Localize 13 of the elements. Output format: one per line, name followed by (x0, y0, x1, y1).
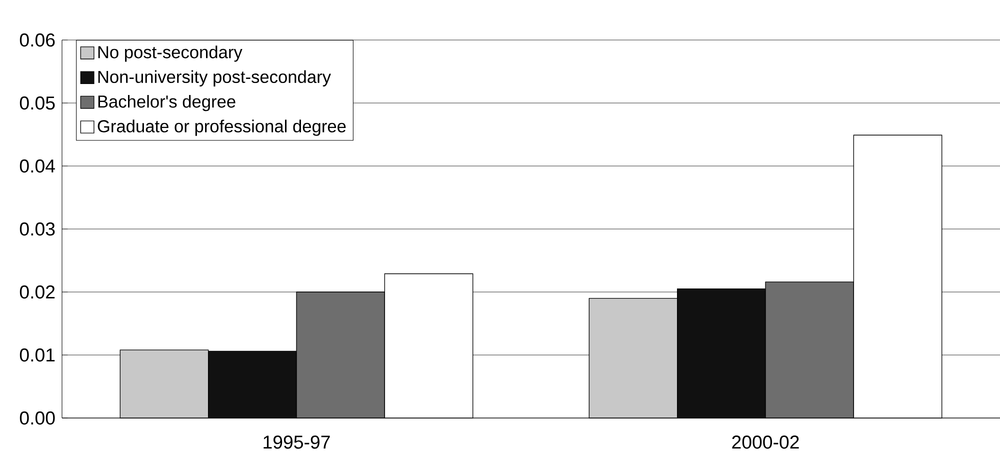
legend-label: No post-secondary (98, 46, 242, 62)
y-tick-label: 0.01 (20, 348, 55, 362)
x-tick-label: 1995-97 (264, 435, 330, 449)
legend-label: Bachelor's degree (98, 94, 236, 112)
y-tick-label: 0.04 (20, 159, 55, 173)
y-tick-label: 0.02 (20, 285, 55, 299)
y-tick-label: 0.05 (20, 96, 55, 110)
x-tick-label: 2000-02 (732, 435, 799, 449)
y-tick-label: 0.06 (20, 33, 55, 47)
y-tick-label: 0.00 (20, 411, 55, 425)
legend-label: Graduate or professional degree (98, 120, 346, 136)
legend-label: Non-university post-secondary (98, 70, 331, 86)
y-tick-label: 0.03 (20, 222, 55, 236)
